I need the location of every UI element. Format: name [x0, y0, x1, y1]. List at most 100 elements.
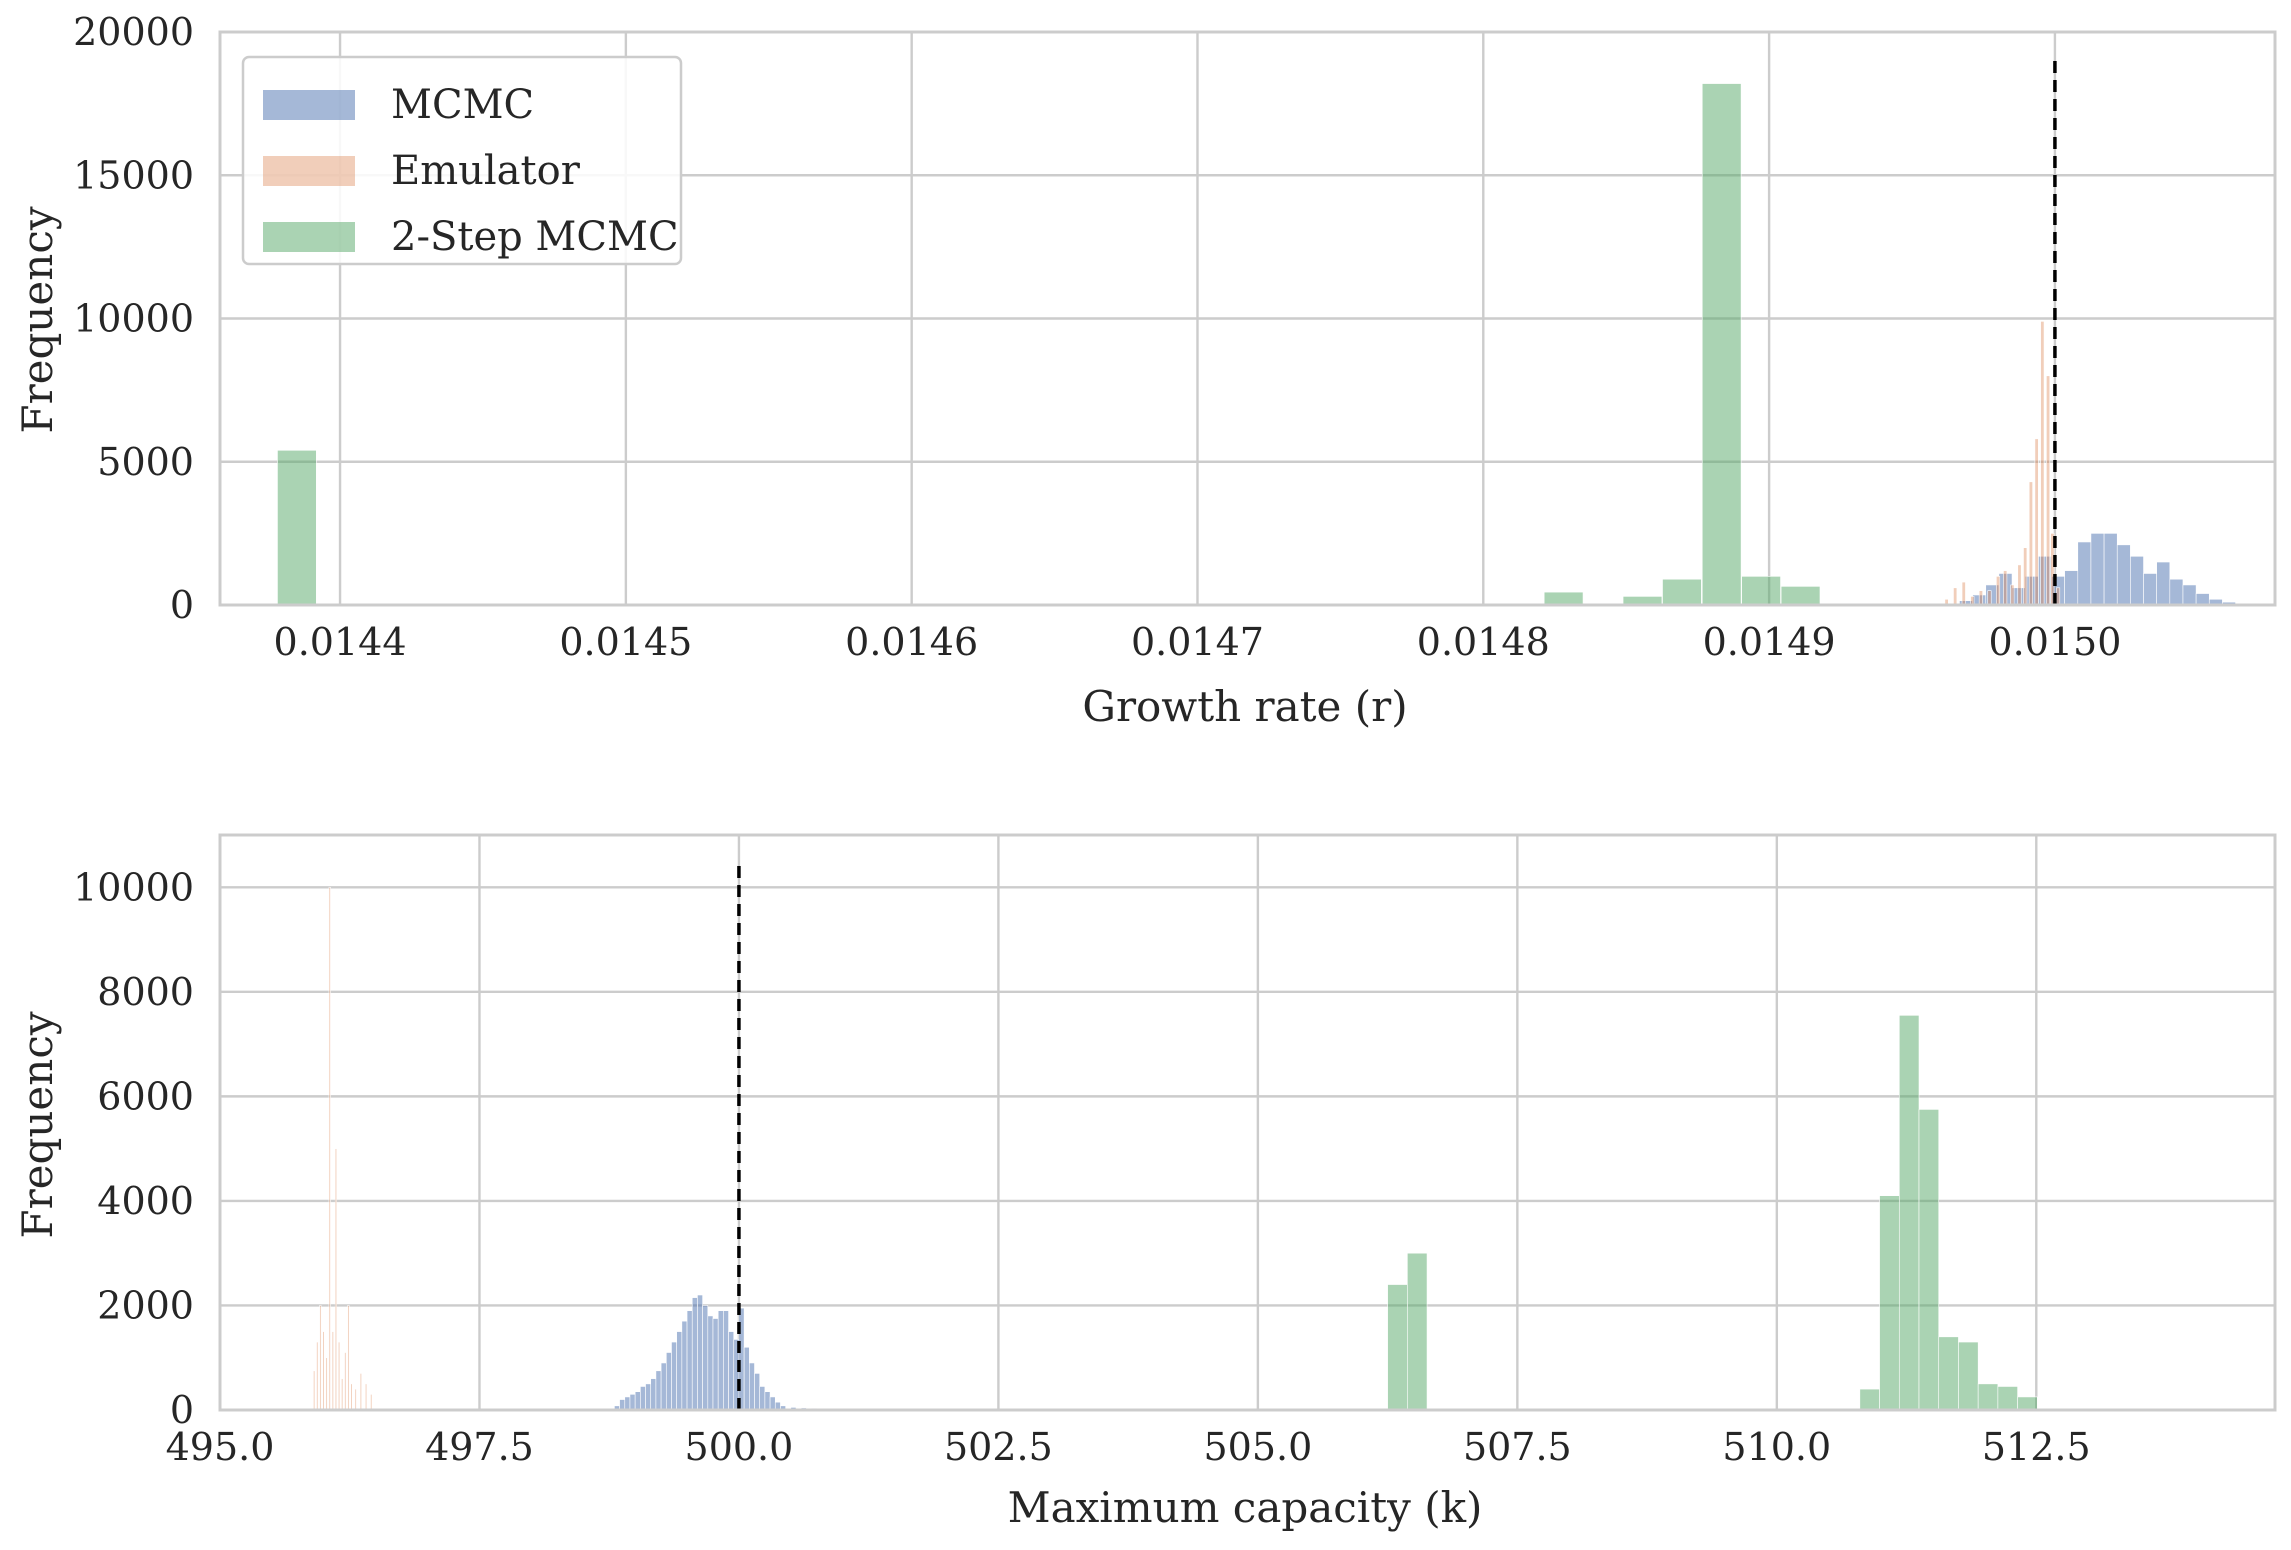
legend-swatch [263, 222, 355, 252]
histogram-bar [365, 1383, 368, 1411]
histogram-bar [1741, 576, 1781, 606]
histogram-bar [359, 1373, 362, 1411]
histogram-bar [2090, 533, 2105, 606]
y-tick-label: 2000 [97, 1283, 194, 1327]
legend-swatch [263, 156, 355, 186]
histogram-bar [1953, 587, 1958, 606]
histogram-bar [2017, 1396, 2038, 1411]
histogram-bar [334, 1148, 338, 1411]
y-tick-label: 6000 [97, 1074, 194, 1118]
histogram-bar [2023, 547, 2028, 606]
x-tick-labels: 495.0 497.5 500.0 502.5 505.0 507.5 510.0 512.5 [166, 1425, 2091, 1469]
histogram-bar [322, 1331, 325, 1411]
histogram-bar [707, 1315, 714, 1411]
histogram-bar [660, 1362, 667, 1411]
histogram-bar [1961, 581, 1966, 606]
histogram-bar [370, 1394, 373, 1411]
histogram-bar [629, 1394, 636, 1411]
histogram-bar [671, 1341, 677, 1411]
x-tick-label: 0.0146 [845, 620, 978, 664]
histogram-bar [676, 1331, 683, 1411]
histogram-bar [769, 1396, 776, 1411]
y-tick-label: 8000 [97, 970, 194, 1014]
x-axis-label: Maximum capacity (k) [1008, 1483, 1483, 1532]
histogram-bar [2010, 584, 2015, 606]
histogram-bar [1662, 578, 1702, 606]
plot-frame [218, 833, 2277, 1412]
histogram-bar [1978, 590, 1983, 606]
legend-label: Emulator [391, 148, 581, 194]
histogram-bar [2064, 570, 2079, 606]
histogram-bar [2143, 573, 2157, 606]
x-tick-label: 0.0150 [1988, 620, 2121, 664]
histogram-bar [650, 1378, 657, 1411]
histogram-bar [1780, 586, 1821, 606]
x-tick-label: 512.5 [1982, 1425, 2091, 1469]
histogram-bar [686, 1310, 693, 1411]
x-tick-label: 500.0 [685, 1425, 794, 1469]
histogram-bar [723, 1310, 729, 1411]
histogram-bar [655, 1370, 662, 1411]
histogram-bar [2130, 555, 2144, 606]
histogram-bar [2017, 564, 2022, 606]
capacity-histogram-panel: 495.0 497.5 500.0 502.5 505.0 507.5 510.0 512.5… [13, 833, 2277, 1532]
histogram-bar [2003, 570, 2008, 606]
y-tick-label: 20000 [73, 10, 194, 54]
y-tick-label: 10000 [73, 297, 194, 341]
histogram-bar [354, 1388, 357, 1411]
grid [218, 835, 2275, 1412]
histogram-bar [331, 1331, 334, 1411]
x-tick-label: 497.5 [425, 1425, 534, 1469]
histogram-bars [277, 83, 2236, 606]
y-axis-label: Frequency [13, 1011, 62, 1238]
x-tick-label: 0.0144 [274, 620, 407, 664]
histogram-bar [347, 1305, 350, 1411]
x-tick-label: 0.0148 [1417, 620, 1550, 664]
histogram-bar [1879, 1195, 1900, 1411]
histogram-bar [1407, 1252, 1428, 1411]
x-tick-label: 0.0149 [1703, 620, 1836, 664]
histogram-bar [2116, 544, 2131, 606]
histogram-bar [341, 1378, 344, 1411]
y-tick-labels: 0 2000 4000 6000 8000 10000 [73, 865, 194, 1432]
histogram-bar [2103, 533, 2118, 606]
histogram-bar [2156, 561, 2171, 606]
y-axis-label: Frequency [13, 206, 62, 433]
histogram-bar [1898, 1015, 1920, 1411]
histogram-bar [759, 1386, 766, 1411]
histogram-bar [2169, 578, 2184, 606]
x-tick-label: 0.0145 [559, 620, 692, 664]
y-tick-label: 0 [170, 583, 194, 627]
y-tick-label: 10000 [73, 865, 194, 909]
histogram-bar [743, 1346, 750, 1411]
histogram-bar [350, 1383, 353, 1411]
y-tick-label: 5000 [97, 440, 194, 484]
histogram-bar [2077, 541, 2092, 606]
x-tick-label: 505.0 [1203, 1425, 1312, 1469]
histogram-bar [728, 1331, 735, 1411]
histogram-bar [338, 1341, 341, 1411]
histogram-bar [1977, 1383, 1999, 1411]
histogram-bar [754, 1373, 760, 1411]
growth-rate-histogram-panel: 0.0144 0.0145 0.0146 0.0147 0.0148 0.0149 0.01… [13, 10, 2277, 731]
histogram-bar [2056, 587, 2061, 606]
legend-label: 2-Step MCMC [391, 214, 679, 260]
histogram-bar [1701, 83, 1742, 606]
histogram-bar [344, 1352, 347, 1411]
histogram-bar [2182, 584, 2197, 606]
x-tick-label: 0.0147 [1131, 620, 1264, 664]
x-tick-label: 495.0 [166, 1425, 275, 1469]
histogram-bar [1958, 1341, 1979, 1411]
legend: MCMC Emulator 2-Step MCMC [241, 55, 683, 266]
x-tick-label: 507.5 [1463, 1425, 1572, 1469]
plot-frame [218, 30, 2277, 607]
histogram-bar [1543, 591, 1584, 606]
histogram-bar [681, 1320, 688, 1411]
histogram-bar [2046, 375, 2051, 606]
x-tick-label: 502.5 [944, 1425, 1053, 1469]
histogram-bar [665, 1352, 672, 1411]
histogram-bar [717, 1310, 724, 1411]
histogram-bar [624, 1396, 631, 1411]
histogram-bar [749, 1362, 755, 1411]
